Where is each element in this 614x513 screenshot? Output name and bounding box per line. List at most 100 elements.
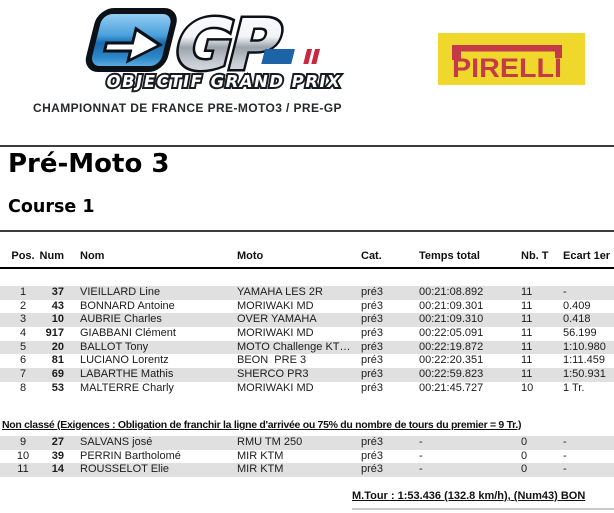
cell-ecart: 1:10.980 [563,340,606,353]
arrow-icon [102,26,164,64]
result-row: 1 37 VIEILLARD Line YAMAHA LES 2R pré3 00:21:… [0,286,614,300]
cell-cat: pré3 [361,313,384,326]
result-row: 7 69 LABARTHE Mathis SHERCO PR3 pré3 00:22:59… [0,368,614,382]
best-lap-text: M.Tour : 1:53.436 (132.8 km/h), (Num43) … [352,490,586,502]
cell-moto: BEON PRE 3 [237,354,307,367]
cell-pos: 5 [19,340,27,353]
cell-temps: 00:21:45.727 [419,381,484,394]
cell-cat: pré3 [361,340,384,353]
cell-nbt: 11 [521,286,533,298]
cell-nom: SALVANS josé [80,436,153,448]
cell-temps: 00:21:08.892 [419,286,484,298]
unclassified-note: Non classé (Exigences : Obligation de fr… [2,419,522,431]
clipped-next-line [352,508,614,510]
result-row: 10 39 PERRIN Bartholomé MIR KTM pré3 - 0 - [0,450,614,464]
cell-pos: 2 [19,299,27,312]
cell-moto: RMU TM 250 [237,436,303,448]
cell-temps: 00:22:05.091 [419,327,484,340]
divider-under-title [0,230,614,232]
result-row: 3 10 AUBRIE Charles OVER YAMAHA pré3 00:21:09… [0,313,614,328]
cell-temps: 00:22:59.823 [419,368,484,381]
result-row: 11 14 ROUSSELOT Elie MIR KTM pré3 - 0 - [0,463,614,478]
cell-cat: pré3 [361,354,384,367]
cell-cat: pré3 [361,286,384,298]
column-header-num: Num [39,250,64,262]
table-header-row: Pos. Num Nom Moto Cat. Temps total Nb. T Ecart … [0,248,614,264]
cell-cat: pré3 [361,381,384,394]
result-row: 2 43 BONNARD Antoine MORIWAKI MD pré3 00:21:0… [0,300,614,314]
result-row: 8 53 MALTERRE Charly MORIWAKI MD pré3 00:21:4… [0,382,614,396]
result-row: 6 81 LUCIANO Lorentz BEON PRE 3 pré3 00:22:20… [0,354,614,368]
cell-temps: - [419,449,423,462]
unclassified-results: 9 27 SALVANS josé RMU TM 250 pré3 - 0 - 10 39 PERR… [0,436,614,478]
cell-num: 10 [51,313,64,326]
cell-nom: PERRIN Bartholomé [80,449,181,462]
result-row: 4 917 GIABBANI Clément MORIWAKI MD pré3 00:22… [0,327,614,341]
column-header-nom: Nom [80,250,105,262]
pirelli-p-stem [452,45,461,60]
cell-pos: 9 [19,436,27,448]
cell-temps: 00:22:19.872 [419,340,484,353]
championship-title: CHAMPIONNAT DE FRANCE PRE-MOTO3 / PRE-GP [33,101,342,115]
pirelli-background [438,33,585,85]
cell-num: 14 [51,463,64,476]
cell-ecart: - [563,449,567,462]
classified-results: 1 37 VIEILLARD Line YAMAHA LES 2R pré3 00:21:… [0,286,614,396]
column-header-temps: Temps total [419,250,480,262]
cell-moto: MORIWAKI MD [237,327,314,340]
cell-pos: 11 [17,463,29,476]
cell-temps: - [419,436,423,448]
cell-moto: MIR KTM [237,463,284,476]
result-row: 9 27 SALVANS josé RMU TM 250 pré3 - 0 - [0,436,614,450]
cell-pos: 4 [19,327,27,340]
cell-moto: MOTO Challenge KT… [237,340,351,353]
cell-moto: YAMAHA LES 2R [237,286,323,298]
cell-num: 43 [51,299,64,312]
french-flag-stripes-icon [261,49,321,64]
column-header-moto: Moto [237,250,264,262]
ogp-logo: GP OBJECTIF GRAND PRIX [85,5,345,93]
table-header-rule [0,267,614,269]
cell-cat: pré3 [361,299,384,312]
cell-nbt: 11 [521,368,533,381]
cell-ecart: 1:11.459 [563,354,606,367]
cell-nom: AUBRIE Charles [80,313,162,326]
cell-num: 27 [51,436,64,448]
pirelli-logo: PIRELLI [438,33,585,85]
cell-nbt: 11 [521,313,533,326]
pirelli-wordmark: PIRELLI [452,53,562,83]
cell-nom: VIEILLARD Line [80,286,161,298]
cell-moto: MORIWAKI MD [237,381,314,394]
cell-pos: 8 [19,381,27,394]
cell-nbt: 11 [521,340,533,353]
cell-num: 69 [51,368,64,381]
column-header-nbt: Nb. T [521,250,549,262]
cell-nbt: 11 [521,327,533,340]
cell-pos: 10 [16,449,30,462]
cell-pos: 6 [19,354,27,367]
divider-top [0,145,614,147]
cell-num: 37 [51,286,64,298]
cell-cat: pré3 [361,368,384,381]
column-header-ecart: Ecart 1er [563,250,611,262]
cell-nbt: 0 [521,449,528,462]
cell-num: 20 [51,340,64,353]
cell-moto: OVER YAMAHA [237,313,317,326]
cell-temps: 00:22:20.351 [419,354,484,367]
pirelli-bar-hook [555,45,562,58]
cell-num: 917 [45,327,64,340]
cell-nbt: 0 [521,463,528,476]
cell-nbt: 10 [521,381,534,394]
cell-num: 39 [51,449,64,462]
column-header-cat: Cat. [361,250,382,262]
cell-temps: 00:21:09.310 [419,313,484,326]
cell-ecart: 1:50.931 [563,368,606,381]
cell-num: 81 [51,354,64,367]
logo-subtitle: OBJECTIF GRAND PRIX [105,72,343,91]
cell-nom: ROUSSELOT Elie [80,463,170,476]
cell-nbt: 0 [521,436,528,448]
cell-nom: GIABBANI Clément [80,327,176,340]
cell-ecart: 56.199 [563,327,597,340]
cell-moto: SHERCO PR3 [237,368,309,381]
